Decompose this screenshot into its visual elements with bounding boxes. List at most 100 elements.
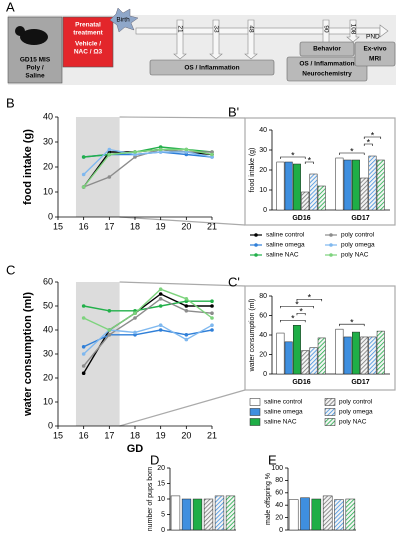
y-tick-label: 0 <box>263 371 267 378</box>
panel-letter: E <box>268 452 277 467</box>
legend-swatch <box>249 418 261 426</box>
bar <box>343 336 352 375</box>
y-tick-label: 100 <box>271 465 283 472</box>
legend-label: poly control <box>341 232 375 239</box>
zoom-line <box>119 216 246 226</box>
bar <box>317 337 326 375</box>
x-tick-label: 15 <box>53 430 63 440</box>
data-point <box>210 150 214 154</box>
y-tick-label: 40 <box>259 127 267 134</box>
bar <box>360 177 369 211</box>
y-tick-label: 60 <box>275 490 283 497</box>
stage-box <box>286 56 368 82</box>
y-tick-label: 40 <box>259 332 267 339</box>
x-tick-label: 16 <box>79 221 89 231</box>
treatment-label: treatment <box>73 30 103 37</box>
significance-label: * <box>295 300 299 310</box>
mouse-label: Poly / <box>26 65 44 72</box>
legend-label: saline omega <box>266 242 305 249</box>
x-tick-label: 19 <box>156 430 166 440</box>
y-tick-label: 0 <box>279 527 283 534</box>
legend-label: poly control <box>339 399 373 406</box>
data-point <box>107 309 112 313</box>
data-point <box>133 152 137 157</box>
y-tick-label: 40 <box>43 111 53 121</box>
stage-box <box>299 41 355 57</box>
panel-letter: B <box>6 95 15 110</box>
significance-bracket <box>339 323 365 327</box>
panel-letter: B' <box>228 104 239 119</box>
data-point <box>133 330 137 335</box>
panel-letter: D <box>150 452 159 467</box>
day-label: 48 <box>247 25 254 33</box>
x-tick-label: GD16 <box>292 379 310 386</box>
data-point <box>158 292 163 296</box>
data-point <box>107 333 112 337</box>
bar <box>334 499 344 531</box>
x-tick-label: 21 <box>207 430 217 440</box>
data-point <box>184 150 189 154</box>
data-point <box>210 323 214 328</box>
significance-label: * <box>299 307 303 317</box>
legend-label: saline control <box>264 399 303 406</box>
x-axis-label: GD <box>127 443 144 455</box>
data-point <box>81 364 86 368</box>
y-tick-label: 30 <box>43 348 53 358</box>
data-point <box>107 147 112 152</box>
legend-label: poly omega <box>339 409 373 416</box>
panel-letter: C <box>6 262 15 277</box>
significance-label: * <box>350 146 354 156</box>
series-line <box>83 329 213 348</box>
legend-label: saline omega <box>264 409 303 416</box>
data-point <box>158 147 163 152</box>
bar <box>335 157 344 211</box>
y-tick-label: 60 <box>259 312 267 319</box>
bar <box>214 495 225 531</box>
y-tick-label: 20 <box>259 167 267 174</box>
data-point <box>158 304 163 308</box>
legend-label: poly NAC <box>341 252 369 259</box>
y-tick-label: 30 <box>43 136 53 146</box>
data-point <box>184 309 189 313</box>
timeline-arrow <box>379 24 389 38</box>
y-tick-label: 20 <box>43 161 53 171</box>
significance-bracket <box>339 152 365 155</box>
data-point <box>81 316 86 320</box>
legend-swatch <box>324 398 336 406</box>
y-tick-label: 5 <box>161 511 165 518</box>
zoom-line <box>119 281 246 287</box>
y-tick-label: 15 <box>157 480 165 487</box>
y-tick-label: 20 <box>43 372 53 382</box>
y-tick-label: 0 <box>161 527 165 534</box>
birth-star <box>109 7 139 33</box>
legend-swatch <box>249 398 261 406</box>
legend-symbol <box>254 233 258 237</box>
data-point <box>107 152 112 157</box>
stage-box <box>354 41 396 67</box>
significance-bracket <box>296 298 323 302</box>
bar <box>376 330 385 375</box>
data-point <box>158 145 163 149</box>
treatment-label: Prenatal <box>75 22 101 29</box>
data-point <box>81 371 86 376</box>
y-axis-label: number of pups born <box>147 467 154 532</box>
data-point <box>210 152 214 157</box>
stage-label: OS / Inflammation <box>184 65 239 72</box>
treatment-label: NAC / Ω3 <box>74 49 103 56</box>
bar <box>368 155 377 211</box>
x-tick-label: GD17 <box>351 379 369 386</box>
data-point <box>158 287 163 292</box>
significance-label: * <box>308 293 312 303</box>
data-point <box>81 304 86 308</box>
legend-symbol <box>329 243 333 247</box>
day-arrows <box>173 19 360 60</box>
bar <box>301 191 310 211</box>
y-tick-label: 10 <box>43 186 53 196</box>
legend-label: poly NAC <box>339 419 367 426</box>
legend-symbol <box>329 233 333 237</box>
significance-bracket <box>280 156 306 159</box>
series-line <box>83 297 213 367</box>
x-tick-label: 16 <box>79 430 89 440</box>
zoom-frame <box>244 285 396 391</box>
data-point <box>81 345 86 349</box>
